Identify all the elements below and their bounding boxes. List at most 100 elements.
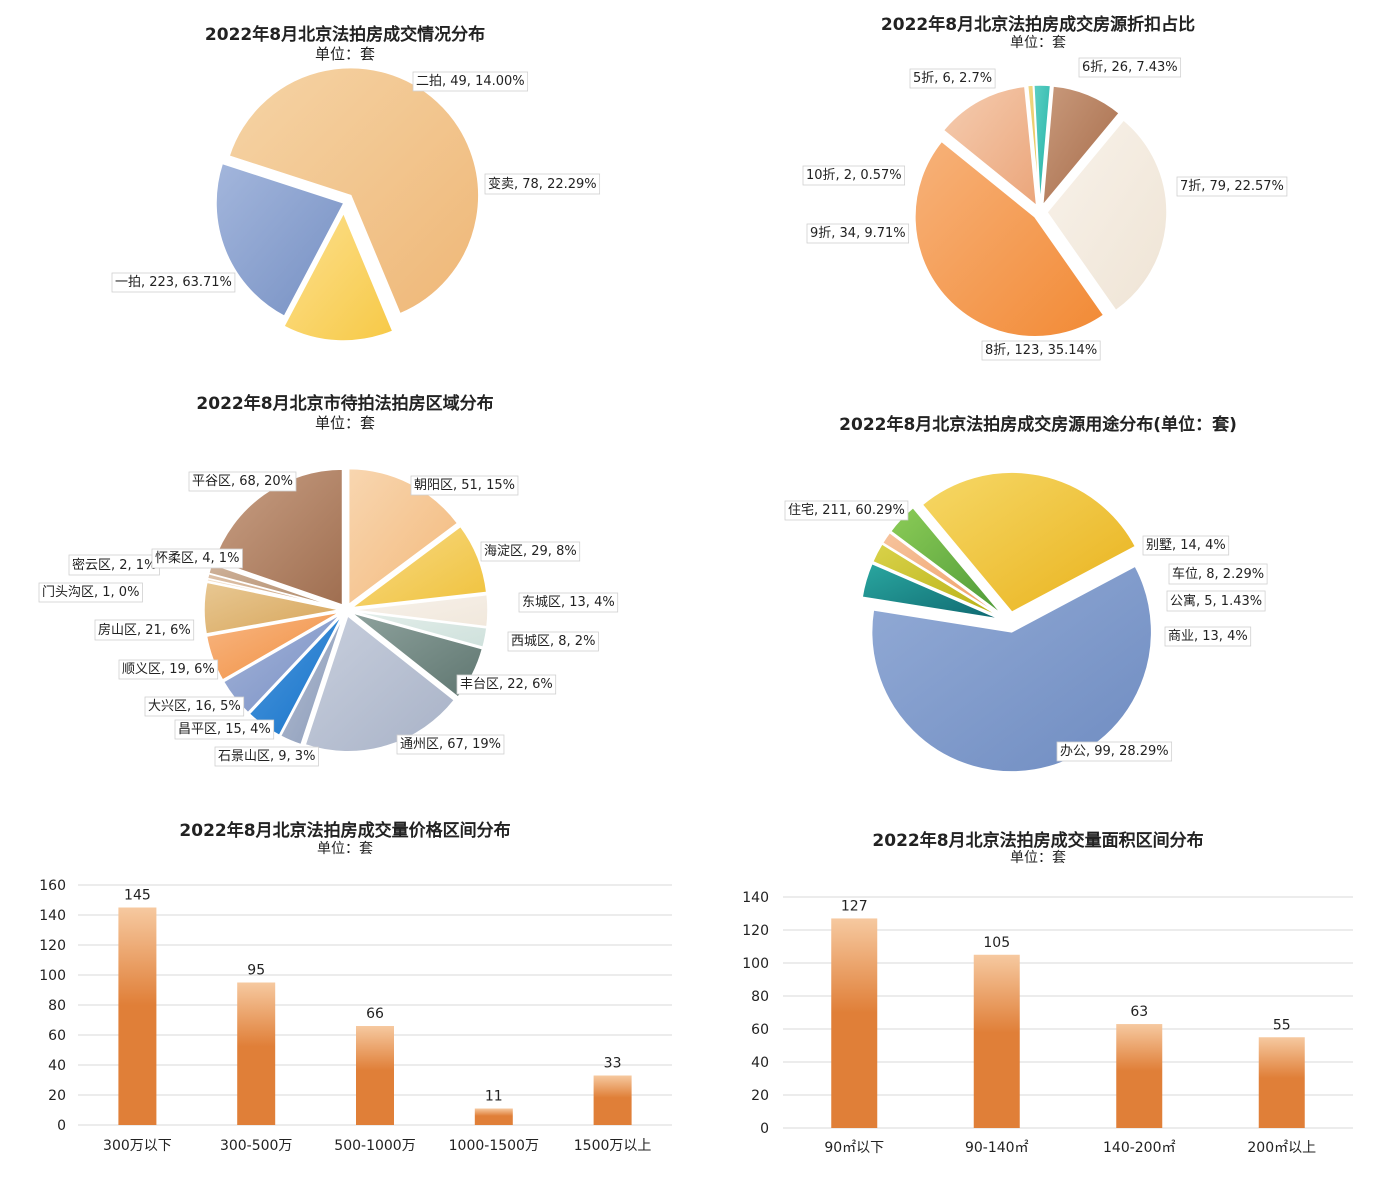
data-label-顺义区: 顺义区, 19, 6% — [122, 662, 215, 677]
data-label-房山区: 房山区, 21, 6% — [98, 622, 191, 638]
chart-price-range: 2022年8月北京法拍房成交量价格区间分布 单位：套 0 20 40 60 80 100 1… — [0, 800, 690, 1198]
data-label-box — [507, 631, 599, 652]
data-label-box — [214, 746, 319, 767]
pie-slice-变卖 — [215, 162, 346, 318]
chart-title: 2022年8月北京法拍房成交情况分布 — [204, 25, 486, 45]
y-tick-label: 60 — [751, 1022, 769, 1038]
x-category-label: 1000-1500万 — [449, 1138, 539, 1154]
data-label-box — [118, 659, 219, 680]
x-category-label: 1500万以上 — [574, 1138, 652, 1154]
bar-200-以上 — [1258, 1037, 1305, 1128]
pie-slice-公寓 — [881, 531, 1003, 618]
data-label-别墅: 别墅, 14, 4% — [1146, 538, 1226, 553]
data-label-box — [981, 340, 1101, 361]
y-tick-label: 80 — [48, 998, 66, 1014]
y-tick-label: 100 — [39, 968, 66, 984]
data-label-办公: 办公, 99, 28.29% — [1060, 744, 1169, 759]
chart-title: 2022年8月北京法拍房成交量价格区间分布 — [179, 821, 511, 841]
bar-90-以下 — [831, 918, 878, 1128]
x-category-label: 500-1000万 — [334, 1138, 415, 1154]
data-label-一拍: 一拍, 223, 63.71% — [115, 275, 232, 290]
pie-chart: 朝阳区, 51, 15% 海淀区, 29, 8% 东城区, 13, 4% 西城区, 8… — [38, 467, 619, 767]
data-label-box — [1176, 176, 1288, 197]
data-label-box — [909, 68, 996, 89]
y-tick-label: 120 — [742, 923, 769, 939]
pie-chart: 一拍, 223, 63.71% 二拍, 49, 14.00% 变卖, 78, 22.… — [111, 66, 601, 342]
y-tick-label: 0 — [57, 1118, 66, 1134]
bar-value-label: 11 — [485, 1089, 503, 1105]
y-tick-label: 140 — [742, 890, 769, 906]
bar-value-label: 105 — [983, 935, 1010, 951]
pie-slice-住宅 — [870, 565, 1153, 773]
data-label-9折: 9折, 34, 9.71% — [810, 226, 906, 241]
data-label-box — [802, 165, 906, 186]
data-label-丰台区: 丰台区, 22, 6% — [460, 677, 553, 692]
pie-slice-海淀区 — [348, 525, 488, 609]
bar-300-500万 — [237, 982, 276, 1125]
pie-slice-通州区 — [304, 614, 456, 753]
pie-slice-东城区 — [351, 593, 489, 628]
pie-slice-6折 — [1041, 85, 1121, 208]
pie-slice-9折 — [942, 85, 1038, 208]
chart-title: 2022年8月北京法拍房成交房源折扣占比 — [880, 15, 1196, 35]
y-tick-label: 20 — [751, 1088, 769, 1104]
data-label-box — [806, 223, 910, 244]
data-label-5折: 5折, 6, 2.7% — [913, 71, 992, 86]
y-tick-label: 60 — [48, 1028, 66, 1044]
data-label-box — [151, 548, 243, 569]
pie-slice-车位 — [871, 542, 1002, 619]
data-label-box — [1056, 741, 1173, 762]
bar-90-140- — [973, 954, 1020, 1128]
data-label-box — [412, 71, 529, 92]
data-label-box — [480, 541, 581, 562]
data-label-通州区: 通州区, 67, 19% — [400, 737, 501, 752]
pie-slices — [861, 471, 1153, 773]
pie-slice-二拍 — [282, 211, 394, 342]
data-label-变卖: 变卖, 78, 22.29% — [488, 176, 597, 192]
chart-discount-share: 2022年8月北京法拍房成交房源折扣占比 单位：套 6折, 26, 7.43% 7… — [693, 0, 1383, 380]
y-tick-label: 40 — [48, 1058, 66, 1074]
x-category-label: 300万以下 — [103, 1138, 172, 1154]
data-label-box — [484, 173, 601, 195]
pie-slice-西城区 — [351, 610, 488, 649]
pie-slice-顺义区 — [205, 611, 341, 682]
pie-slice-8折 — [914, 140, 1105, 338]
chart-usage-distribution: 2022年8月北京法拍房成交房源用途分布(单位：套) 住宅, 211, 60.2… — [693, 380, 1383, 800]
bar-300万以下 — [118, 907, 157, 1125]
x-category-label: 90㎡以下 — [824, 1140, 884, 1156]
data-label-住宅: 住宅, 211, 60.29% — [788, 503, 905, 518]
pie-slice-一拍 — [228, 66, 480, 315]
data-label-7折: 7折, 79, 22.57% — [1180, 179, 1284, 194]
bar-chart: 0 20 40 60 80 100 120 140 127 90㎡以下 105 90-140㎡ 63 14… — [742, 890, 1353, 1156]
chart-subtitle: 单位：套 — [317, 841, 373, 857]
pie-slice-朝阳区 — [347, 467, 459, 607]
bar-value-label: 33 — [604, 1056, 622, 1072]
pie-chart: 住宅, 211, 60.29% 别墅, 14, 4% 车位, 8, 2.29% 公寓,… — [784, 471, 1268, 773]
data-label-box — [784, 500, 909, 521]
data-label-公寓: 公寓, 5, 1.43% — [1170, 593, 1262, 609]
data-label-密云区: 密云区, 2, 1% — [72, 557, 156, 573]
bar-chart: 0 20 40 60 80 100 120 140 160 145 300万以下 95 300-500万… — [39, 878, 672, 1154]
x-category-label: 140-200㎡ — [1103, 1140, 1176, 1156]
data-label-8折: 8折, 123, 35.14% — [985, 343, 1097, 358]
bar-value-label: 66 — [366, 1006, 384, 1022]
x-category-label: 200㎡以上 — [1247, 1140, 1316, 1156]
y-tick-label: 120 — [39, 938, 66, 954]
chart-title: 2022年8月北京法拍房成交房源用途分布(单位：套) — [839, 415, 1237, 435]
data-label-6折: 6折, 26, 7.43% — [1082, 60, 1178, 75]
data-label-平谷区: 平谷区, 68, 20% — [192, 474, 293, 489]
y-tick-label: 40 — [751, 1055, 769, 1071]
data-label-商业: 商业, 13, 4% — [1168, 629, 1248, 644]
data-label-box — [518, 592, 619, 613]
chart-district-distribution: 2022年8月北京市待拍法拍房区域分布 单位：套 朝阳区, 51, 15% 海淀区… — [0, 380, 690, 800]
chart-area-range: 2022年8月北京法拍房成交量面积区间分布 单位：套 0 20 40 60 80 100 1… — [693, 800, 1383, 1198]
data-label-朝阳区: 朝阳区, 51, 15% — [414, 478, 515, 493]
bar-value-label: 55 — [1273, 1017, 1291, 1033]
data-label-车位: 车位, 8, 2.29% — [1172, 566, 1264, 582]
pie-slice-房山区 — [203, 581, 341, 635]
data-label-box — [174, 719, 275, 740]
data-label-二拍: 二拍, 49, 14.00% — [416, 74, 525, 89]
data-label-海淀区: 海淀区, 29, 8% — [484, 544, 577, 559]
y-tick-label: 80 — [751, 989, 769, 1005]
bar-value-label: 145 — [124, 888, 151, 904]
